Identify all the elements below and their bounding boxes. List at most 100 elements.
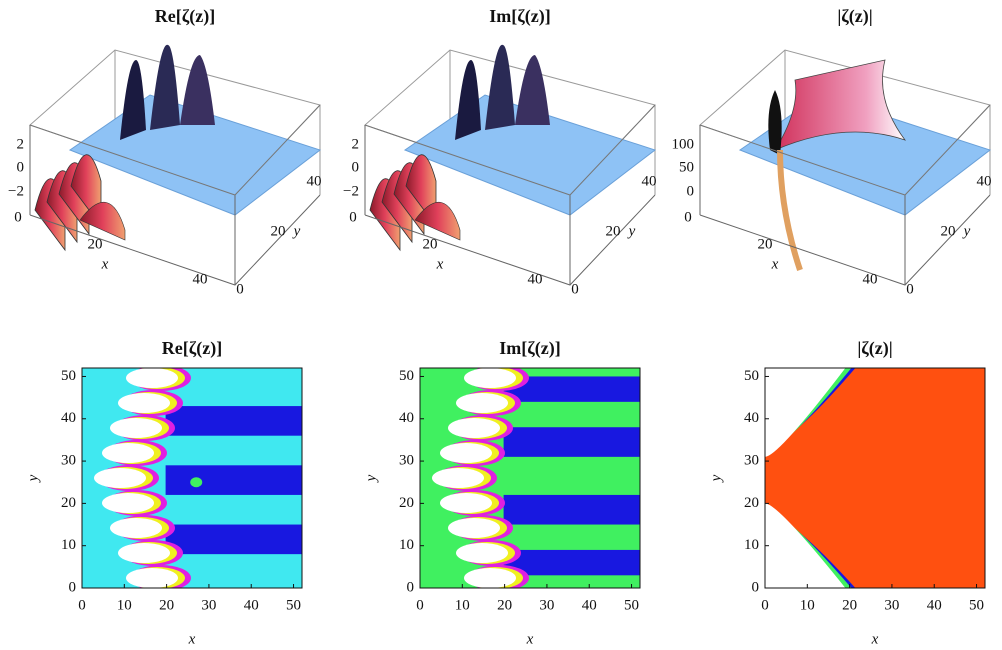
- y-tick-label: 0: [407, 579, 415, 595]
- x-tick-label: 20: [842, 597, 857, 613]
- y-tick-label: 0: [571, 281, 579, 297]
- y-tick-label: 50: [744, 368, 759, 384]
- x-tick-label: 30: [884, 597, 899, 613]
- contour: [420, 368, 640, 588]
- panel-title: |ζ(z)|: [837, 6, 872, 27]
- y-tick-label: 20: [606, 223, 621, 239]
- contour-lobe: [464, 368, 516, 388]
- x-axis-label: x: [188, 631, 196, 647]
- x-axis-label: x: [526, 631, 534, 647]
- x-tick-label: 40: [244, 597, 259, 613]
- x-tick-label: 0: [349, 209, 357, 225]
- z-tick-label: 0: [687, 183, 695, 199]
- y-tick-label: 0: [69, 579, 77, 595]
- z-tick-label: −2: [343, 183, 359, 199]
- contour-lobe: [448, 518, 500, 538]
- z-tick-label: 2: [352, 136, 360, 152]
- y-tick-label: 20: [744, 495, 759, 511]
- x-axis-label: x: [101, 256, 109, 272]
- contour-band: [165, 524, 302, 555]
- contour-lobe: [464, 568, 516, 588]
- y-tick-label: 40: [399, 410, 414, 426]
- x-tick-label: 0: [684, 209, 692, 225]
- contour-lobe: [456, 393, 508, 413]
- x-tick-label: 40: [927, 597, 942, 613]
- surface-spike: [150, 44, 180, 130]
- contour-band: [503, 376, 640, 402]
- x-tick-label: 20: [423, 236, 438, 252]
- y-tick-label: 40: [744, 410, 759, 426]
- z-tick-label: 2: [17, 136, 25, 152]
- contour: [765, 368, 985, 588]
- x-tick-label: 20: [159, 597, 174, 613]
- panel-title: Re[ζ(z)]: [155, 6, 215, 27]
- y-axis-label: y: [627, 223, 636, 239]
- x-axis-label: x: [436, 256, 444, 272]
- panel-title: Im[ζ(z)]: [489, 6, 550, 27]
- contour-lobe: [110, 518, 162, 538]
- x-axis-label: x: [771, 256, 779, 272]
- y-tick-label: 40: [307, 173, 322, 189]
- contour-band: [503, 427, 640, 457]
- y-axis-label: y: [25, 474, 41, 483]
- x-tick-label: 50: [969, 597, 984, 613]
- x-tick-label: 0: [78, 597, 86, 613]
- y-axis-label: y: [962, 223, 971, 239]
- surface-spike: [455, 60, 481, 140]
- x-tick-label: 0: [416, 597, 424, 613]
- x-tick-label: 20: [758, 236, 773, 252]
- contour: [82, 368, 302, 588]
- box-front: [699, 194, 991, 286]
- surface-spike: [768, 90, 782, 155]
- contour-dot: [190, 477, 203, 488]
- x-tick-label: 40: [528, 271, 543, 287]
- y-tick-label: 50: [61, 368, 76, 384]
- y-tick-label: 10: [61, 537, 76, 553]
- y-tick-label: 20: [941, 223, 956, 239]
- contour-lobe: [448, 418, 500, 438]
- x-tick-label: 10: [455, 597, 470, 613]
- y-tick-label: 20: [271, 223, 286, 239]
- surface-edge: [777, 149, 803, 271]
- contour-lobe: [432, 468, 484, 488]
- y-tick-label: 0: [906, 281, 914, 297]
- contour-lobe: [126, 568, 178, 588]
- x-tick-label: 30: [539, 597, 554, 613]
- contour-lobe: [102, 443, 154, 463]
- y-tick-label: 30: [744, 453, 759, 469]
- contour-lobe: [440, 493, 492, 513]
- y-tick-label: 30: [61, 453, 76, 469]
- surface-spike: [485, 44, 515, 130]
- box-front: [364, 104, 656, 196]
- panel-title: |ζ(z)|: [857, 338, 892, 359]
- y-tick-label: 50: [399, 368, 414, 384]
- x-tick-label: 40: [193, 271, 208, 287]
- contour-lobe: [118, 543, 170, 563]
- y-tick-label: 10: [399, 537, 414, 553]
- plot-frame: [419, 367, 641, 589]
- y-tick-label: 40: [977, 173, 992, 189]
- panel-title: Re[ζ(z)]: [162, 338, 222, 359]
- x-tick-label: 20: [497, 597, 512, 613]
- contour-lobe: [118, 393, 170, 413]
- surface-spike: [180, 55, 215, 125]
- x-tick-label: 50: [624, 597, 639, 613]
- x-tick-label: 40: [863, 271, 878, 287]
- z-tick-label: 50: [679, 159, 694, 175]
- contour-lobe: [102, 493, 154, 513]
- surface-spike: [120, 60, 146, 140]
- x-tick-label: 0: [14, 209, 22, 225]
- contour-lobe: [440, 443, 492, 463]
- surface-dip: [414, 202, 461, 241]
- surface-spike: [515, 55, 550, 125]
- y-axis-label: y: [363, 474, 379, 483]
- z-tick-label: 0: [352, 159, 360, 175]
- x-tick-label: 20: [88, 236, 103, 252]
- contour-band: [503, 494, 640, 525]
- contour-lobe: [456, 543, 508, 563]
- y-tick-label: 20: [399, 495, 414, 511]
- y-tick-label: 20: [61, 495, 76, 511]
- contour-band: [165, 406, 302, 436]
- x-axis-label: x: [871, 631, 879, 647]
